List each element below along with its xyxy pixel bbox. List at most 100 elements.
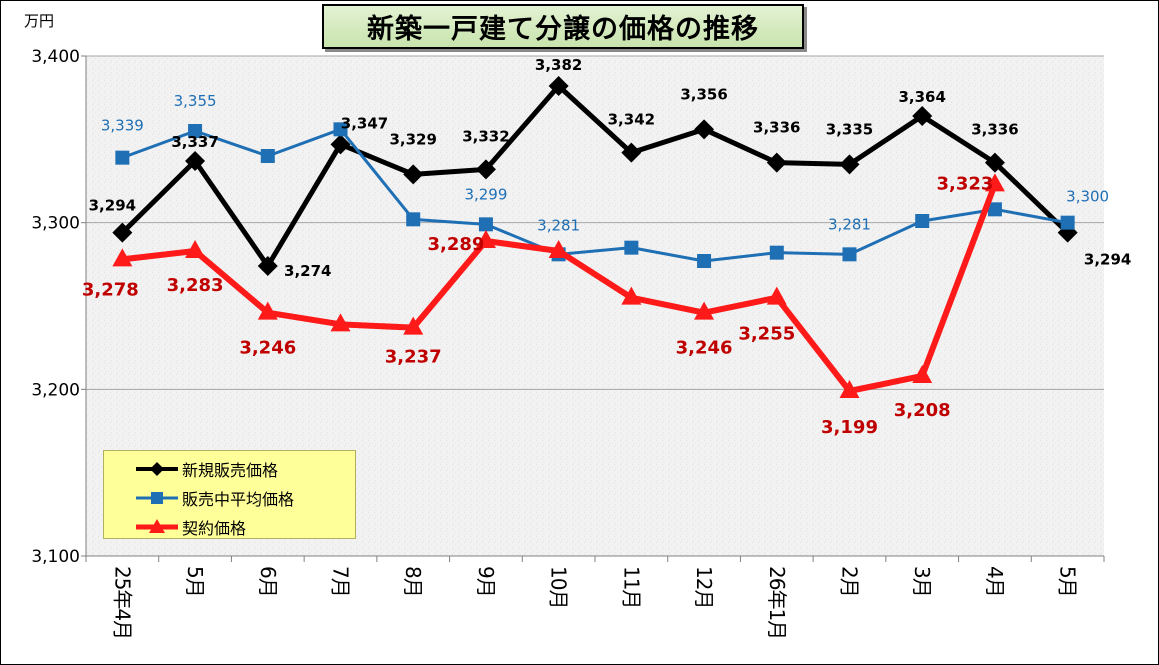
data-label-series-0: 3,329 (389, 130, 436, 148)
series-2-point-2 (257, 301, 278, 320)
data-label-series-0: 3,337 (171, 133, 218, 151)
data-label-series-2: 3,246 (239, 338, 296, 359)
data-label-series-1: 3,300 (1066, 188, 1109, 206)
series-0-point-2 (257, 256, 278, 276)
legend-label-new-sale: 新規販売価格 (182, 460, 279, 480)
x-tick-label: 9月 (474, 566, 498, 597)
data-label-series-0: 3,342 (608, 111, 655, 129)
series-0-point-8 (694, 119, 715, 140)
legend-item-on-sale-avg: 販売中平均価格 (104, 483, 355, 512)
data-label-series-2: 3,255 (738, 324, 795, 345)
series-2-point-0 (112, 248, 133, 267)
series-2-point-8 (694, 301, 715, 320)
data-label-series-0: 3,332 (462, 127, 509, 145)
data-label-series-2: 3,237 (385, 347, 442, 368)
legend-item-contract: 契約価格 (104, 512, 355, 541)
series-1-point-8 (697, 254, 712, 268)
x-tick-label: 5月 (183, 566, 207, 597)
series-line-0 (120, 83, 1070, 269)
x-tick-label: 6月 (256, 566, 280, 597)
data-label-series-0: 3,294 (1084, 251, 1131, 269)
data-label-series-1: 3,281 (828, 215, 871, 233)
data-label-series-1: 3,281 (537, 216, 580, 234)
data-label-series-0: 3,336 (753, 119, 800, 137)
data-label-series-0: 3,335 (826, 120, 873, 138)
legend-label-on-sale-avg: 販売中平均価格 (182, 489, 295, 509)
series-1-point-2 (260, 149, 275, 163)
series-0-point-10 (839, 154, 860, 175)
data-label-series-1: 3,299 (464, 185, 507, 203)
series-2-point-12 (984, 173, 1005, 192)
series-1-point-0 (115, 150, 130, 165)
series-0-point-0 (112, 222, 133, 243)
series-0-point-11 (912, 106, 933, 126)
data-label-series-2: 3,278 (82, 279, 139, 300)
series-2-point-11 (912, 365, 933, 383)
data-label-series-0: 3,294 (89, 197, 136, 215)
data-label-series-2: 3,289 (427, 234, 484, 255)
series-0-point-4 (403, 164, 424, 185)
series-0-point-3 (330, 134, 351, 155)
y-axis-unit-label: 万円 (24, 12, 55, 30)
x-tick-label: 10月 (547, 566, 571, 608)
series-2-point-5 (475, 230, 496, 248)
data-label-series-2: 3,246 (676, 338, 733, 359)
data-label-series-2: 3,283 (167, 275, 224, 296)
data-label-series-1: 3,355 (174, 92, 217, 110)
series-line-1 (121, 127, 1068, 263)
y-tick-label: 3,300 (31, 214, 80, 234)
series-1-point-1 (188, 124, 203, 138)
x-tick-label: 12月 (692, 566, 716, 608)
series-2-point-6 (548, 240, 569, 258)
data-label-series-0: 3,347 (341, 114, 388, 132)
y-tick-label: 3,200 (31, 380, 80, 400)
x-tick-label: 2月 (838, 566, 862, 597)
series-1-point-10 (842, 247, 857, 262)
data-label-series-0: 3,356 (680, 85, 727, 103)
legend-swatch-new-sale (136, 461, 178, 476)
x-tick-label: 25年4月 (110, 566, 134, 639)
x-tick-label: 8月 (401, 566, 425, 597)
y-tick-label: 3,100 (31, 547, 80, 567)
chart-title: 新築一戸建て分譲の価格の推移 (322, 4, 804, 49)
x-tick-label: 5月 (1056, 566, 1080, 597)
x-tick-label: 26年1月 (765, 566, 789, 639)
series-2-point-3 (330, 313, 351, 332)
series-1-point-7 (624, 240, 639, 255)
data-label-series-0: 3,364 (898, 88, 945, 106)
series-1-point-12 (987, 202, 1002, 217)
series-1-point-3 (333, 122, 348, 137)
series-1-point-5 (478, 217, 493, 232)
y-tick-label: 3,400 (31, 47, 80, 67)
series-1-point-11 (915, 214, 930, 228)
legend-item-new-sale: 新規販売価格 (104, 454, 355, 483)
series-1-point-4 (406, 212, 421, 227)
data-label-series-2: 3,199 (821, 417, 878, 438)
data-label-series-0: 3,382 (535, 56, 582, 74)
series-2-point-4 (403, 316, 424, 335)
data-label-series-0: 3,274 (284, 262, 331, 280)
legend-swatch-on-sale-avg (136, 491, 178, 504)
series-0-point-7 (621, 142, 642, 163)
series-2-point-10 (839, 380, 860, 398)
series-2-point-1 (185, 240, 206, 258)
x-tick-label: 3月 (910, 566, 934, 597)
series-2-point-7 (621, 286, 642, 305)
legend-label-contract: 契約価格 (182, 518, 247, 538)
series-0-point-6 (548, 76, 569, 96)
x-tick-label: 4月 (983, 566, 1007, 597)
chart-legend: 新規販売価格 販売中平均価格 契約価格 (103, 450, 356, 539)
data-label-series-2: 3,323 (936, 173, 993, 194)
series-0-point-5 (475, 159, 496, 180)
x-tick-label: 11月 (619, 566, 643, 608)
data-label-series-0: 3,336 (971, 121, 1018, 139)
data-label-series-2: 3,208 (894, 400, 951, 421)
series-1-point-13 (1060, 215, 1075, 230)
series-0-point-12 (984, 152, 1005, 173)
series-0-point-1 (185, 151, 206, 171)
series-2-point-9 (766, 286, 787, 305)
data-label-series-1: 3,339 (101, 117, 144, 135)
x-tick-label: 7月 (329, 566, 353, 597)
